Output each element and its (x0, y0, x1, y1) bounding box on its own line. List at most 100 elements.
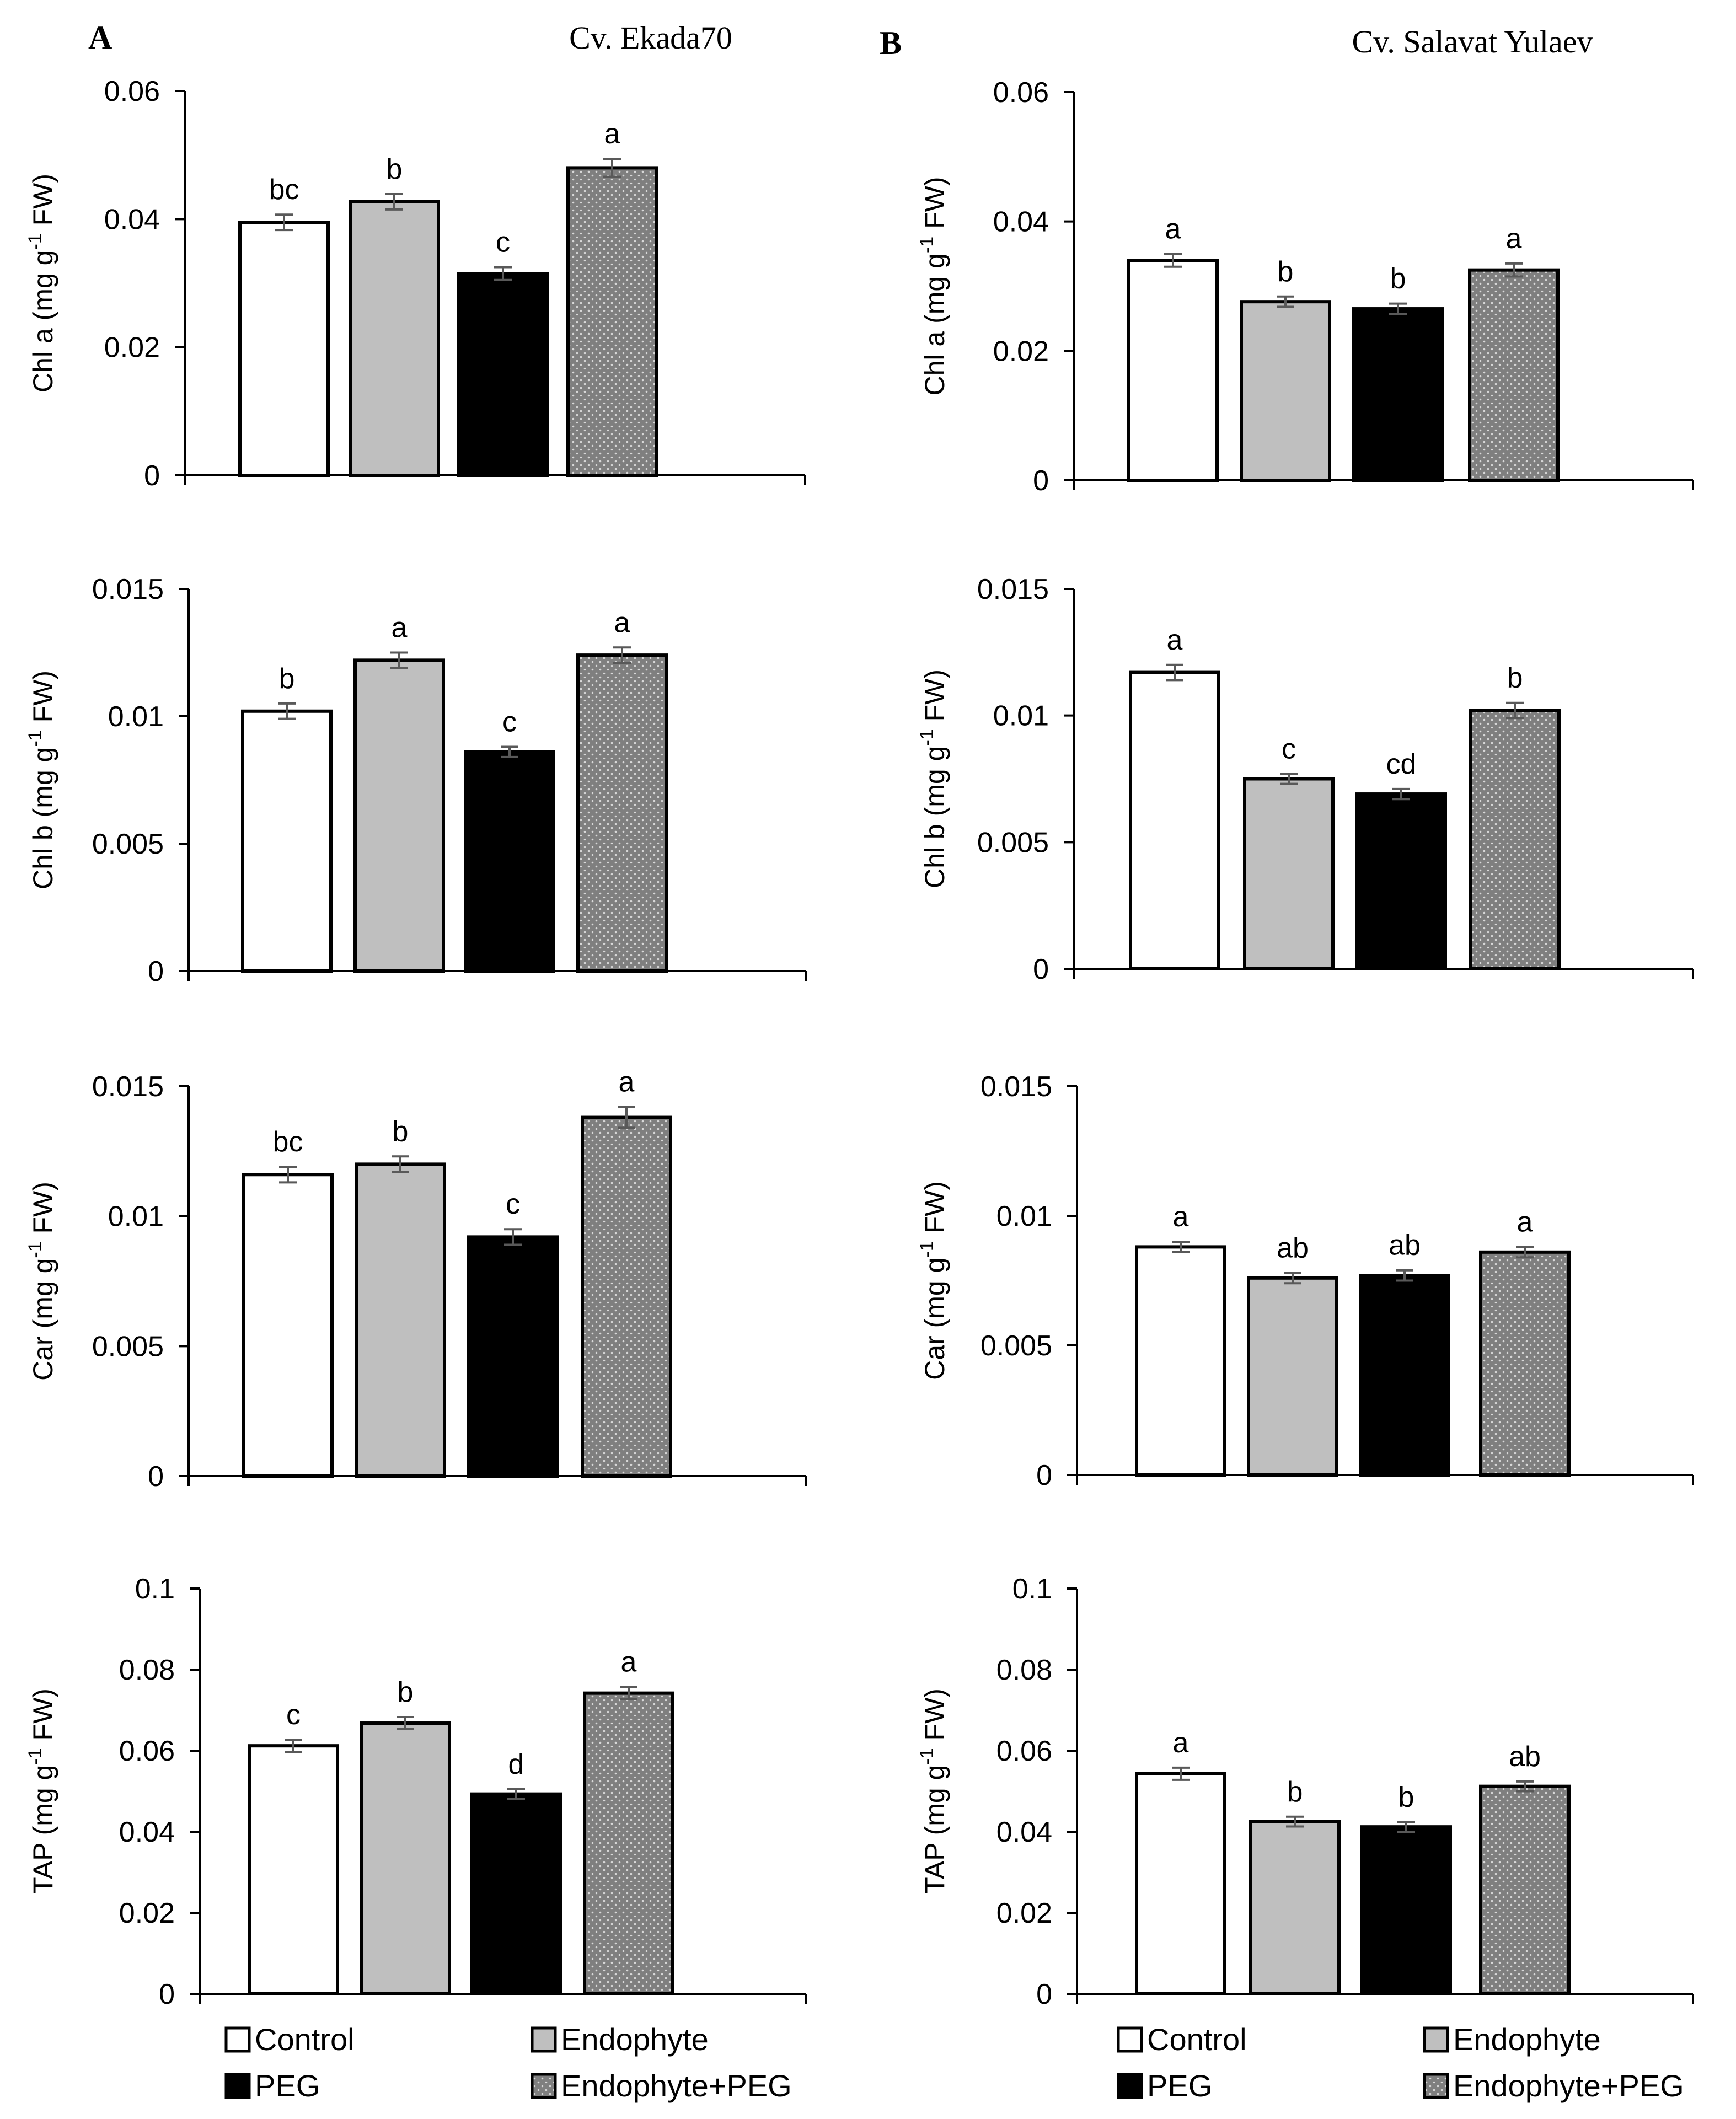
significance-letter: a (1173, 1201, 1189, 1233)
bar-peg (464, 750, 555, 973)
error-bar-endophyte-peg (1506, 701, 1524, 720)
chart-5: 0 0.005 0.01 0.015 Car (mg g-1 FW) a ab ab a (917, 1071, 1694, 1492)
bar-endophyte (1240, 300, 1331, 482)
y-axis-label: Chl b (mg g-1 FW) (917, 669, 950, 888)
significance-letter: a (614, 607, 630, 639)
y-tick-label: 0.01 (108, 1201, 164, 1233)
bar-endophyte (355, 1162, 446, 1478)
bar-control (1129, 670, 1220, 970)
significance-letter: b (393, 1115, 409, 1147)
legend-label-endophyte: Endophyte (561, 2022, 709, 2057)
y-tick-label: 0.06 (104, 76, 160, 108)
y-tick-label: 0.02 (119, 1897, 175, 1929)
y-tick-label: 0 (1033, 465, 1049, 497)
significance-letter: b (1507, 662, 1523, 694)
bar-peg (467, 1235, 559, 1478)
significance-letter: bc (273, 1126, 303, 1158)
y-tick-label: 0.005 (977, 827, 1049, 859)
y-tick-label: 0.06 (119, 1735, 175, 1767)
error-bar-endophyte (1277, 295, 1294, 308)
significance-letter: ab (1509, 1741, 1541, 1773)
y-axis-label: Car (mg g-1 FW) (25, 1182, 58, 1381)
bar-control (1135, 1245, 1226, 1477)
legend-swatch-control (224, 2026, 251, 2053)
error-bar-control (275, 213, 293, 232)
y-tick-label: 0.01 (993, 700, 1049, 732)
bar-control (248, 1744, 339, 1995)
y-tick-label: 0.02 (104, 332, 160, 364)
legend-swatch-control (1117, 2026, 1143, 2053)
significance-letter: c (1282, 733, 1296, 765)
significance-letter: a (619, 1066, 635, 1098)
y-tick-label: 0.08 (996, 1654, 1052, 1686)
y-tick-label: 0.08 (119, 1654, 175, 1686)
y-tick-label: 0 (1036, 1978, 1052, 2010)
bar-endophyte-peg (583, 1691, 674, 1995)
y-tick-label: 0.005 (92, 828, 164, 860)
bar-peg (1355, 792, 1447, 971)
panel-letter-b: B (880, 25, 902, 61)
y-tick-label: 0.015 (92, 573, 164, 605)
y-tick-label: 0.04 (119, 1816, 175, 1848)
chart-3: 0 0.005 0.01 0.015 Chl b (mg g-1 FW) a c cd b (917, 573, 1694, 985)
y-tick-label: 0.1 (1012, 1573, 1052, 1605)
legend-label-control: Control (255, 2022, 355, 2057)
y-tick-label: 0.04 (996, 1816, 1052, 1848)
chart-1: 0 0.02 0.04 0.06 Chl a (mg g-1 FW) a b b a (917, 77, 1694, 497)
error-bar-endophyte-peg (613, 646, 631, 664)
bar-endophyte (353, 658, 445, 973)
significance-letter: cd (1386, 748, 1417, 780)
y-tick-label: 0 (1036, 1460, 1052, 1492)
y-tick-label: 0.015 (92, 1071, 164, 1103)
significance-letter: b (1278, 256, 1294, 288)
y-tick-label: 0.02 (996, 1897, 1052, 1929)
legend-swatch-endophyte-peg (1423, 2073, 1449, 2099)
bar-endophyte-peg (1469, 709, 1561, 970)
legend-label-control: Control (1147, 2022, 1247, 2057)
significance-letter: ab (1277, 1232, 1309, 1264)
error-bar-control (1166, 663, 1183, 682)
bar-control (242, 1173, 334, 1478)
legend-swatch-peg (224, 2073, 251, 2099)
significance-letter: c (502, 706, 517, 738)
significance-letter: a (392, 612, 408, 644)
error-bar-peg (1396, 1269, 1413, 1282)
y-tick-label: 0.005 (92, 1331, 164, 1362)
legend-label-endophyte: Endophyte (1453, 2022, 1601, 2057)
error-bar-peg (494, 266, 512, 281)
y-tick-label: 0.015 (977, 573, 1049, 605)
error-bar-endophyte (1286, 1815, 1304, 1828)
error-bar-peg (1389, 302, 1407, 315)
chart-6: 0 0.02 0.04 0.06 0.08 0.1 TAP (mg g-1 FW) c b d a (25, 1573, 807, 2010)
significance-letter: c (506, 1188, 520, 1220)
y-tick-label: 0.04 (104, 203, 160, 235)
significance-letter: b (1287, 1776, 1303, 1808)
error-bar-peg (501, 745, 518, 758)
legend-swatch-endophyte (1423, 2026, 1449, 2053)
bar-peg (470, 1792, 562, 1996)
y-tick-label: 0.015 (980, 1071, 1052, 1103)
error-bar-peg (1397, 1821, 1415, 1833)
y-tick-label: 0.005 (980, 1330, 1052, 1362)
y-axis-label: TAP (mg g-1 FW) (25, 1688, 58, 1894)
bar-peg (1352, 307, 1444, 482)
y-tick-label: 0 (1033, 953, 1049, 985)
legend-label-peg: PEG (1147, 2068, 1212, 2103)
bar-endophyte-peg (576, 653, 668, 973)
y-axis-label: Chl a (mg g-1 FW) (917, 177, 950, 396)
y-tick-label: 0 (148, 1461, 164, 1493)
significance-letter: a (1173, 1727, 1189, 1759)
error-bar-endophyte (385, 193, 403, 211)
significance-letter: a (1517, 1206, 1533, 1238)
legend-label-peg: PEG (255, 2068, 320, 2103)
bar-control (238, 221, 330, 477)
legend-panel-a: Control Endophyte PEG Endophyte+PEG (224, 2022, 792, 2103)
bar-peg (457, 272, 549, 477)
significance-letter: b (398, 1676, 414, 1708)
bar-control (241, 709, 333, 973)
significance-letter: b (279, 663, 295, 695)
